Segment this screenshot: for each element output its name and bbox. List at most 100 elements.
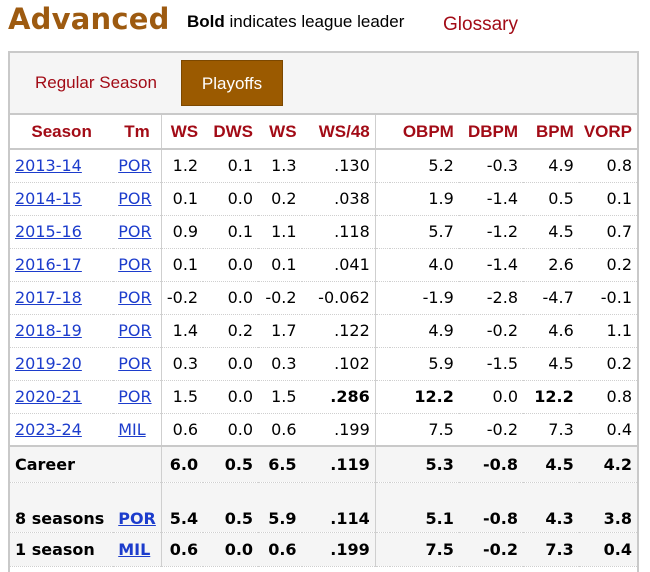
note-bold-word: Bold (187, 12, 225, 31)
cell-vorp: 3.8 (578, 482, 637, 533)
cell-dbpm: -2.8 (458, 281, 523, 315)
cell-ws-offense: 5.4 (160, 482, 204, 533)
cell-obpm: 4.9 (389, 314, 459, 348)
cell-ws48: -0.062 (301, 281, 376, 315)
col-header-obpm[interactable]: OBPM (389, 115, 459, 150)
table-header-row: Season Tm WS DWS WS WS/48 OBPM DBPM BPM … (10, 115, 637, 150)
cell-dbpm: -0.8 (458, 482, 523, 533)
season-link[interactable]: 2014-15 (15, 189, 82, 208)
season-link[interactable]: 2023-24 (15, 419, 82, 439)
cell-ws: 0.2 (258, 182, 302, 216)
table-row: 2018-19 POR 1.4 0.2 1.7.122 4.9 -0.2 4.6 1.1 (10, 314, 637, 348)
season-link[interactable]: 2017-18 (15, 288, 82, 307)
cell-ws-offense: 6.0 (160, 445, 204, 483)
season-link[interactable]: 2019-20 (15, 354, 82, 373)
team-link[interactable]: POR (118, 255, 152, 274)
cell-ws: 1.7 (258, 314, 302, 348)
team-link[interactable]: POR (118, 321, 152, 340)
cell-ws-offense: 0.1 (160, 248, 204, 282)
total-rows: Career 6.0 0.5 6.5.119 5.3 -0.8 4.5 4.2 8 seaso… (10, 445, 637, 567)
cell-dws: 0.0 (203, 182, 259, 216)
season-link[interactable]: 2015-16 (15, 222, 82, 241)
cell-dws: 0.0 (203, 380, 259, 414)
cell-ws: 0.6 (258, 413, 302, 447)
cell-obpm: 7.5 (389, 413, 459, 447)
col-header-ws[interactable]: WS (258, 115, 302, 150)
season-tabs: Regular Season Playoffs (10, 53, 637, 115)
cell-ws-offense: 0.3 (160, 347, 204, 381)
cell-ws48: .122 (301, 314, 376, 348)
team-link[interactable]: POR (118, 156, 152, 176)
team-link[interactable]: POR (118, 387, 152, 406)
cell-ws48: .102 (301, 347, 376, 381)
cell-vorp: 0.4 (578, 532, 637, 567)
cell-dws: 0.1 (203, 149, 259, 183)
season-link[interactable]: 2013-14 (15, 156, 82, 176)
cell-ws48-league-leader: .286 (301, 380, 376, 414)
cell-dws: 0.0 (203, 347, 259, 381)
cell-dbpm: -1.4 (458, 248, 523, 282)
cell-spacer (374, 182, 390, 216)
cell-dws: 0.5 (203, 445, 259, 483)
cell-bpm: 4.9 (523, 149, 579, 183)
note-text: indicates league leader (224, 12, 405, 31)
team-link[interactable]: POR (118, 189, 152, 208)
cell-dws: 0.0 (203, 413, 259, 447)
cell-spacer (374, 445, 390, 483)
col-header-ws48[interactable]: WS/48 (301, 115, 376, 150)
cell-dws: 0.2 (203, 314, 259, 348)
col-header-dws[interactable]: DWS (203, 115, 259, 150)
cell-dbpm: -1.5 (458, 347, 523, 381)
cell-ws: 1.1 (258, 215, 302, 249)
cell-vorp: 0.8 (578, 380, 637, 414)
season-link[interactable]: 2020-21 (15, 387, 82, 406)
team-link[interactable]: MIL (118, 539, 151, 559)
cell-bpm: 7.3 (523, 413, 579, 447)
cell-dbpm: -0.3 (458, 149, 523, 183)
cell-spacer (374, 532, 390, 567)
cell-vorp: 0.8 (578, 149, 637, 183)
cell-bpm: 4.5 (523, 445, 579, 483)
col-header-season[interactable]: Season (10, 115, 114, 150)
table-row: 2015-16 POR 0.9 0.1 1.1.118 5.7 -1.2 4.5 0.7 (10, 215, 637, 249)
season-link[interactable]: 2018-19 (15, 321, 82, 340)
cell-ws-offense: -0.2 (160, 281, 204, 315)
table-row: 2020-21 POR 1.5 0.0 1.5.286 12.2 0.0 12.2 0.8 (10, 380, 637, 414)
team-link[interactable]: POR (118, 354, 152, 373)
team-link[interactable]: POR (118, 288, 152, 307)
table-row: 2016-17 POR 0.1 0.0 0.1.041 4.0 -1.4 2.6 0.2 (10, 248, 637, 282)
team-link[interactable]: MIL (118, 419, 146, 439)
cell-dbpm: -0.2 (458, 413, 523, 447)
cell-spacer (374, 215, 390, 249)
cell-bpm: 7.3 (523, 532, 579, 567)
cell-dbpm: -0.2 (458, 314, 523, 348)
cell-spacer (374, 482, 390, 533)
col-header-vorp[interactable]: VORP (578, 115, 637, 150)
cell-spacer (374, 281, 390, 315)
team-link[interactable]: POR (118, 508, 156, 528)
col-header-bpm[interactable]: BPM (523, 115, 579, 150)
col-header-tm[interactable]: Tm (113, 115, 162, 150)
total-team (113, 445, 162, 483)
table-row: 2019-20 POR 0.3 0.0 0.3.102 5.9 -1.5 4.5 0.2 (10, 347, 637, 381)
cell-bpm: 0.5 (523, 182, 579, 216)
cell-ws-offense: 0.9 (160, 215, 204, 249)
cell-dws: 0.0 (203, 248, 259, 282)
col-header-dbpm[interactable]: DBPM (458, 115, 523, 150)
glossary-link[interactable]: Glossary (443, 14, 518, 35)
col-header-ws-offense[interactable]: WS (160, 115, 204, 150)
tab-regular-season[interactable]: Regular Season (35, 73, 157, 92)
cell-vorp: -0.1 (578, 281, 637, 315)
cell-bpm: 4.5 (523, 347, 579, 381)
tab-playoffs[interactable]: Playoffs (181, 60, 283, 106)
cell-dws: 0.0 (203, 532, 259, 567)
season-rows: 2013-14 POR 1.2 0.1 1.3.130 5.2 -0.3 4.9 0.8 201… (10, 149, 637, 447)
team-link[interactable]: POR (118, 222, 152, 241)
cell-spacer (374, 347, 390, 381)
cell-ws48: .199 (301, 413, 376, 447)
cell-spacer (374, 413, 390, 447)
cell-ws-offense: 1.5 (160, 380, 204, 414)
cell-dbpm: 0.0 (458, 380, 523, 414)
season-link[interactable]: 2016-17 (15, 255, 82, 274)
cell-dbpm: -0.8 (458, 445, 523, 483)
